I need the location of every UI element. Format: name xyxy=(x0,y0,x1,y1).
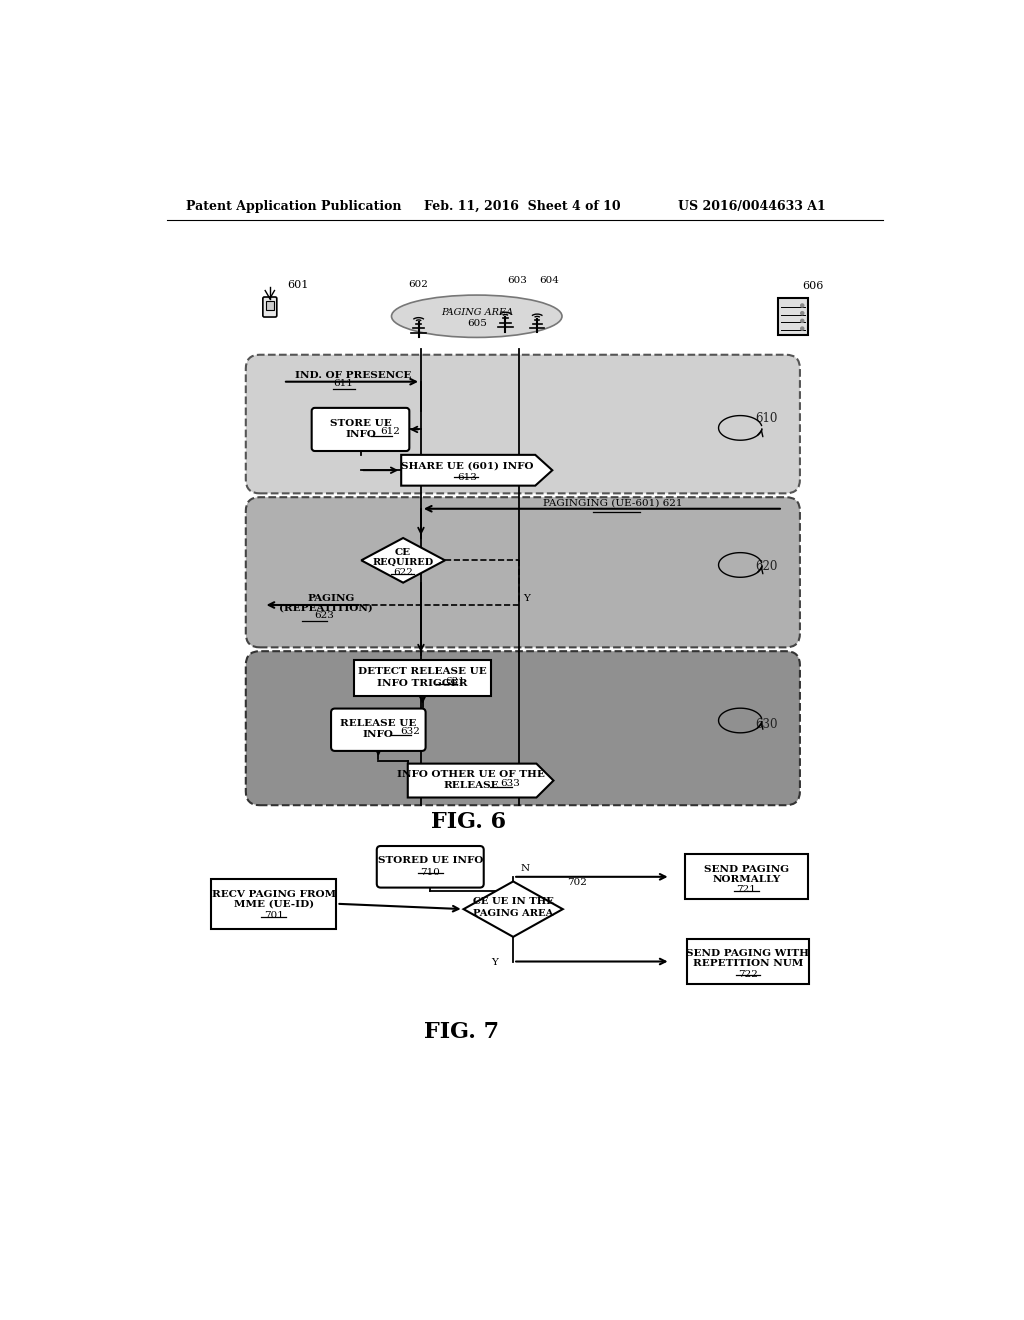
Text: 721: 721 xyxy=(736,886,757,895)
FancyBboxPatch shape xyxy=(266,301,273,310)
Text: 613: 613 xyxy=(458,474,477,482)
FancyBboxPatch shape xyxy=(246,498,800,647)
Text: 701: 701 xyxy=(264,911,284,920)
Text: RECV PAGING FROM: RECV PAGING FROM xyxy=(212,890,336,899)
FancyBboxPatch shape xyxy=(246,651,800,805)
Text: Y: Y xyxy=(492,958,499,968)
Text: STORE UE: STORE UE xyxy=(330,418,391,428)
Text: DETECT RELEASE UE: DETECT RELEASE UE xyxy=(358,668,486,676)
Text: 603: 603 xyxy=(508,276,527,285)
Text: PAGINGING (UE-601) 621: PAGINGING (UE-601) 621 xyxy=(543,498,682,507)
Text: REPETITION NUM: REPETITION NUM xyxy=(693,960,803,969)
Text: INFO OTHER UE OF THE: INFO OTHER UE OF THE xyxy=(397,770,545,779)
FancyBboxPatch shape xyxy=(778,298,808,335)
Polygon shape xyxy=(401,455,552,486)
Text: NORMALLY: NORMALLY xyxy=(713,875,780,883)
FancyBboxPatch shape xyxy=(377,846,483,887)
FancyBboxPatch shape xyxy=(687,940,809,983)
Text: CE: CE xyxy=(395,548,412,557)
Text: MME (UE-ID): MME (UE-ID) xyxy=(233,900,313,909)
Text: 633: 633 xyxy=(500,779,520,788)
Text: 722: 722 xyxy=(738,970,758,979)
Text: Y: Y xyxy=(523,594,530,603)
Text: 610: 610 xyxy=(756,412,778,425)
Text: RELEASE: RELEASE xyxy=(443,781,499,791)
Text: FIG. 7: FIG. 7 xyxy=(424,1022,499,1043)
Text: 632: 632 xyxy=(400,727,420,737)
Text: INFO TRIGGER: INFO TRIGGER xyxy=(377,678,468,688)
Text: 622: 622 xyxy=(393,568,413,577)
Text: 630: 630 xyxy=(756,718,778,731)
Text: Patent Application Publication: Patent Application Publication xyxy=(186,199,401,213)
Text: PAGING AREA: PAGING AREA xyxy=(473,908,553,917)
Text: SHARE UE (601) INFO: SHARE UE (601) INFO xyxy=(401,462,534,471)
Circle shape xyxy=(801,312,804,314)
Circle shape xyxy=(801,327,804,330)
FancyBboxPatch shape xyxy=(246,355,800,494)
Circle shape xyxy=(801,319,804,322)
Text: INFO: INFO xyxy=(362,730,394,739)
Text: 611: 611 xyxy=(334,379,353,388)
Text: N: N xyxy=(521,865,530,874)
Text: IND. OF PRESENCE: IND. OF PRESENCE xyxy=(295,371,411,380)
FancyBboxPatch shape xyxy=(353,660,492,696)
Text: 710: 710 xyxy=(420,867,440,876)
Text: PAGING AREA: PAGING AREA xyxy=(440,308,513,317)
Text: STORED UE INFO: STORED UE INFO xyxy=(378,857,483,865)
Text: REQUIRED: REQUIRED xyxy=(373,558,434,568)
Polygon shape xyxy=(408,763,554,797)
Ellipse shape xyxy=(391,296,562,338)
Text: 605: 605 xyxy=(467,318,486,327)
Circle shape xyxy=(801,304,804,308)
Text: 601: 601 xyxy=(287,280,308,290)
Text: 602: 602 xyxy=(409,280,428,289)
Polygon shape xyxy=(464,882,563,937)
Text: PAGING: PAGING xyxy=(307,594,354,602)
Text: 620: 620 xyxy=(756,560,778,573)
Text: 606: 606 xyxy=(802,281,823,292)
Text: 612: 612 xyxy=(380,428,399,436)
Text: FIG. 6: FIG. 6 xyxy=(431,810,507,833)
Text: CE UE IN THE: CE UE IN THE xyxy=(473,898,554,906)
Text: (REPEATITION): (REPEATITION) xyxy=(279,603,373,612)
FancyBboxPatch shape xyxy=(685,854,808,899)
Text: US 2016/0044633 A1: US 2016/0044633 A1 xyxy=(678,199,826,213)
Polygon shape xyxy=(361,539,445,582)
Text: 702: 702 xyxy=(566,878,587,887)
Text: 623: 623 xyxy=(314,611,334,620)
Text: RELEASE UE: RELEASE UE xyxy=(340,719,417,729)
FancyBboxPatch shape xyxy=(331,709,426,751)
FancyBboxPatch shape xyxy=(311,408,410,451)
Text: SEND PAGING WITH: SEND PAGING WITH xyxy=(686,949,810,958)
Text: 631: 631 xyxy=(445,677,466,685)
Text: SEND PAGING: SEND PAGING xyxy=(703,865,790,874)
Text: Feb. 11, 2016  Sheet 4 of 10: Feb. 11, 2016 Sheet 4 of 10 xyxy=(424,199,621,213)
Text: 604: 604 xyxy=(539,276,559,285)
FancyBboxPatch shape xyxy=(263,297,276,317)
Text: INFO: INFO xyxy=(345,429,376,438)
FancyBboxPatch shape xyxy=(211,879,337,929)
